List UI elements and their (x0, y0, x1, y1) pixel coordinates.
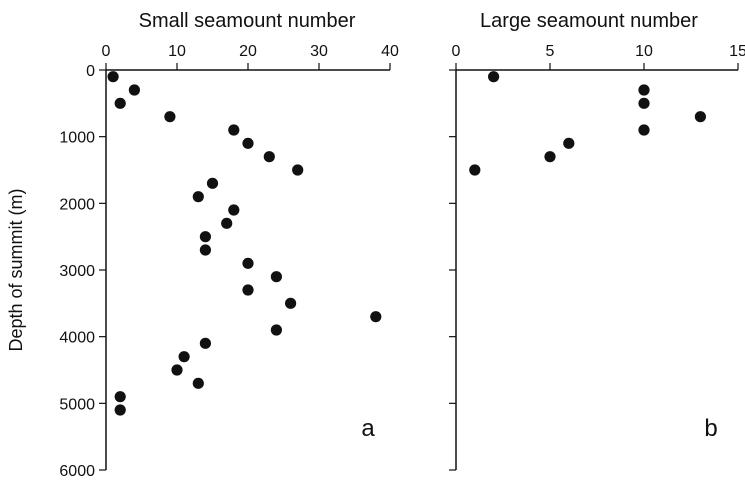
panel-a-data-point (114, 391, 126, 403)
panel-b-data-point (469, 164, 481, 176)
panel-a-data-point (128, 84, 140, 96)
panel-a-data-point (242, 257, 254, 269)
panel-a-data-point (228, 204, 240, 216)
panel-b-y-axis (449, 69, 457, 471)
panel-a-x-axis: 0 10 20 30 40 (102, 43, 399, 71)
panel-b-points (469, 71, 707, 176)
panel-a-y-tick-label: 4000 (59, 330, 95, 347)
panel-b-x-axis: 0 5 10 15 (452, 43, 745, 71)
panel-a-data-point (192, 377, 204, 389)
panel-a-data-point (114, 404, 126, 416)
panel-a-x-tick-label: 10 (168, 43, 186, 60)
panel-b-data-point (638, 84, 650, 96)
panel-a-data-point (285, 297, 297, 309)
panel-a-data-point (178, 351, 190, 363)
panel-b-x-tick-label: 5 (546, 43, 555, 60)
panel-a-y-tick-label: 5000 (59, 396, 95, 413)
panel-a-x-tick-label: 0 (102, 43, 111, 60)
panel-a-data-point (206, 177, 219, 189)
panel-b-data-point (694, 111, 707, 123)
panel-a-y-tick-label: 6000 (59, 463, 95, 480)
panel-a-points (107, 71, 382, 416)
panel-a-data-point (199, 244, 211, 256)
panel-a-data-point (270, 324, 282, 336)
panel-b-label: b (704, 415, 717, 442)
panel-a-x-tick-label: 20 (239, 43, 257, 60)
panel-a-data-point (199, 337, 211, 349)
panel-b-x-tick-label: 10 (635, 43, 653, 60)
panel-b-x-tick-label: 0 (452, 43, 461, 60)
panel-a-y-tick-label: 2000 (59, 196, 95, 213)
panel-a-data-point (192, 191, 204, 203)
panel-a-y-tick-label: 0 (86, 63, 95, 80)
panel-a-x-tick-label: 40 (381, 43, 399, 60)
panel-b-data-point (638, 97, 650, 109)
panel-a-y-tick-label: 1000 (59, 130, 95, 147)
panel-a-data-point (171, 364, 183, 376)
panel-a-data-point (292, 164, 304, 176)
panel-a-small-seamounts: Small seamount number 0 10 20 30 40 0 1000 200… (59, 10, 399, 480)
panel-a-y-tick-label: 3000 (59, 263, 95, 280)
panel-a-data-point (242, 284, 254, 296)
panel-a-data-point (228, 124, 240, 136)
panel-a-data-point (107, 71, 119, 83)
panel-a-data-point (242, 137, 254, 149)
panel-a-data-point (270, 271, 282, 283)
panel-a-data-point (199, 231, 211, 243)
panel-b-data-point (563, 137, 575, 149)
panel-b-x-tick-label: 15 (729, 43, 745, 60)
y-axis-label: Depth of summit (m) (6, 188, 26, 351)
panel-b-data-point (488, 71, 500, 83)
panel-a-y-axis: 0 1000 2000 3000 4000 5000 6000 (59, 63, 107, 480)
panel-b-large-seamounts: Large seamount number 0 5 10 15 b (449, 10, 745, 471)
panel-a-data-point (221, 217, 233, 229)
panel-a-data-point (370, 311, 382, 323)
panel-b-data-point (544, 151, 556, 163)
panel-a-data-point (114, 97, 126, 109)
panel-b-title: Large seamount number (480, 10, 698, 32)
panel-a-data-point (263, 151, 275, 163)
panel-a-title: Small seamount number (139, 10, 356, 32)
panel-a-data-point (164, 111, 176, 123)
panel-b-data-point (638, 124, 650, 136)
panel-a-label: a (361, 415, 375, 442)
panel-a-x-tick-label: 30 (310, 43, 328, 60)
